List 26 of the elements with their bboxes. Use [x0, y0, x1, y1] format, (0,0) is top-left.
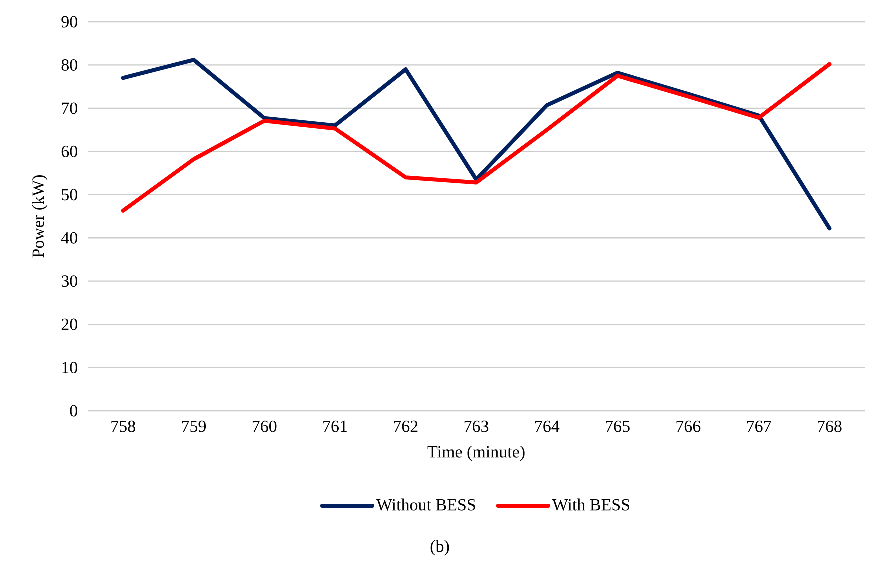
y-tick-label: 90 — [62, 16, 78, 28]
x-tick-label: 764 — [536, 420, 560, 432]
y-tick-label: 80 — [62, 59, 78, 71]
y-tick-label: 10 — [62, 362, 78, 374]
x-tick-label: 767 — [747, 420, 772, 432]
y-tick-label: 50 — [62, 189, 78, 201]
y-tick-label: 30 — [62, 276, 78, 288]
x-tick-label: 760 — [252, 420, 277, 432]
y-tick-label: 40 — [61, 232, 78, 244]
x-tick-label: 761 — [324, 420, 347, 432]
x-tick-label: 763 — [464, 420, 489, 432]
legend-label: With BESS — [552, 498, 630, 511]
x-tick-label: 758 — [112, 420, 136, 432]
x-tick-label: 765 — [606, 420, 630, 432]
y-axis-title: Power (kW) — [32, 175, 48, 258]
y-tick-label: 70 — [62, 102, 78, 114]
y-tick-label: 0 — [70, 405, 78, 417]
x-tick-label: 759 — [182, 420, 206, 432]
x-axis-title: Time (minute) — [428, 446, 525, 462]
y-tick-label: 60 — [62, 146, 78, 158]
y-tick-label: 20 — [62, 318, 78, 330]
legend-label: Without BESS — [376, 498, 476, 511]
x-tick-label: 768 — [818, 420, 842, 432]
x-tick-label: 766 — [676, 420, 701, 432]
text: (b) — [430, 540, 450, 556]
x-tick-label: 762 — [394, 420, 418, 432]
